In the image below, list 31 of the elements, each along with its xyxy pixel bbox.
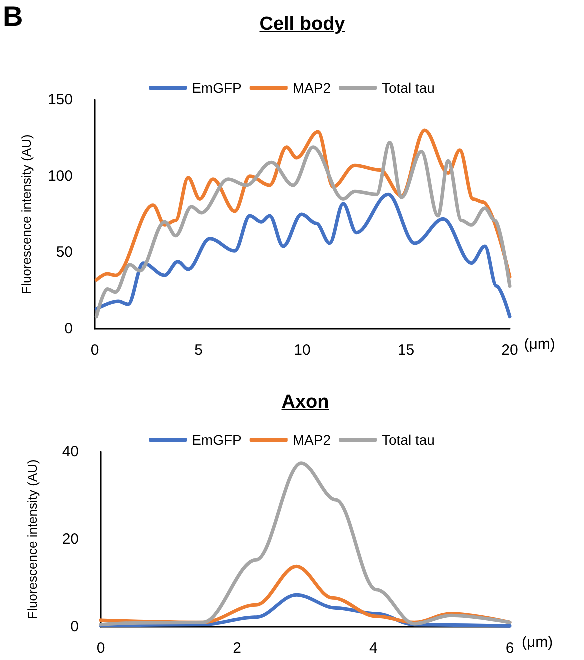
x-tick-label: 5 — [194, 342, 203, 359]
text: B — [3, 1, 24, 32]
x-tick-label: 10 — [294, 342, 311, 359]
y-tick-label: 40 — [62, 444, 79, 460]
legend-label: MAP2 — [292, 432, 332, 448]
legend-label: MAP2 — [292, 80, 332, 96]
line-series — [94, 140, 512, 319]
legend-label: Total tau — [382, 80, 435, 96]
y-axis-title: Fluorescence intensity (AU) — [19, 134, 34, 294]
x-tick-label: 4 — [369, 640, 378, 657]
y-tick-label: 0 — [70, 618, 79, 636]
chart-title: Cell body — [260, 14, 346, 36]
y-tick-label: 150 — [48, 92, 73, 108]
legend-label: EmGFP — [192, 432, 242, 448]
y-tick-label: 0 — [64, 320, 73, 338]
x-tick-label: 0 — [96, 640, 106, 657]
x-tick-label: 20 — [502, 342, 518, 359]
x-tick-label: 15 — [398, 342, 415, 359]
line-series — [94, 192, 512, 319]
y-tick-label: 50 — [56, 244, 73, 262]
legend-label: Total tau — [382, 432, 435, 448]
y-tick-label: 20 — [62, 531, 79, 548]
chart-title: Axon — [282, 392, 330, 414]
y-axis-title: Fluorescence intensity (AU) — [25, 460, 40, 620]
y-tick-label: 100 — [48, 168, 73, 185]
x-tick-label: 6 — [506, 640, 514, 657]
legend-label: EmGFP — [192, 80, 242, 96]
x-axis-title: (μm) — [524, 336, 556, 353]
x-tick-label: 0 — [90, 342, 100, 359]
x-tick-label: 2 — [233, 640, 242, 657]
x-axis-title: (μm) — [522, 634, 554, 651]
